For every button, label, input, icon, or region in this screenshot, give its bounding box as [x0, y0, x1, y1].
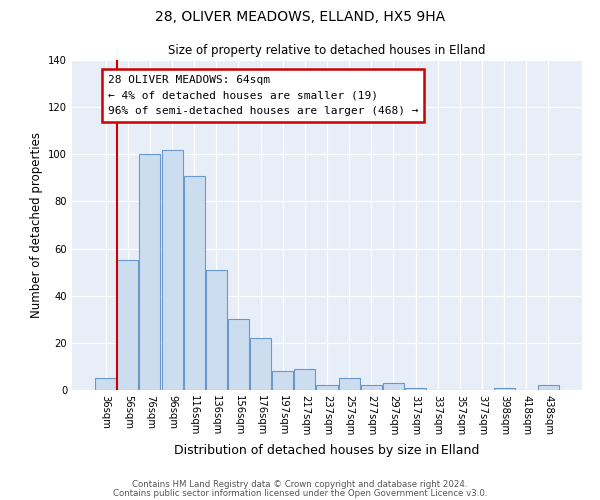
Bar: [272, 371, 293, 390]
Bar: [295, 369, 316, 390]
Bar: [338, 378, 359, 390]
Bar: [250, 338, 271, 390]
Text: Contains public sector information licensed under the Open Government Licence v3: Contains public sector information licen…: [113, 488, 487, 498]
Bar: [494, 388, 515, 390]
Text: 28, OLIVER MEADOWS, ELLAND, HX5 9HA: 28, OLIVER MEADOWS, ELLAND, HX5 9HA: [155, 10, 445, 24]
Bar: [538, 386, 559, 390]
Title: Size of property relative to detached houses in Elland: Size of property relative to detached ho…: [168, 44, 486, 58]
Bar: [383, 383, 404, 390]
Bar: [405, 388, 426, 390]
Text: 28 OLIVER MEADOWS: 64sqm
← 4% of detached houses are smaller (19)
96% of semi-de: 28 OLIVER MEADOWS: 64sqm ← 4% of detache…: [108, 75, 418, 116]
Bar: [184, 176, 205, 390]
Bar: [95, 378, 116, 390]
Bar: [118, 260, 139, 390]
Bar: [361, 386, 382, 390]
Text: Contains HM Land Registry data © Crown copyright and database right 2024.: Contains HM Land Registry data © Crown c…: [132, 480, 468, 489]
Y-axis label: Number of detached properties: Number of detached properties: [29, 132, 43, 318]
Bar: [316, 386, 338, 390]
X-axis label: Distribution of detached houses by size in Elland: Distribution of detached houses by size …: [175, 444, 479, 456]
Bar: [139, 154, 160, 390]
Bar: [206, 270, 227, 390]
Bar: [228, 320, 249, 390]
Bar: [161, 150, 182, 390]
